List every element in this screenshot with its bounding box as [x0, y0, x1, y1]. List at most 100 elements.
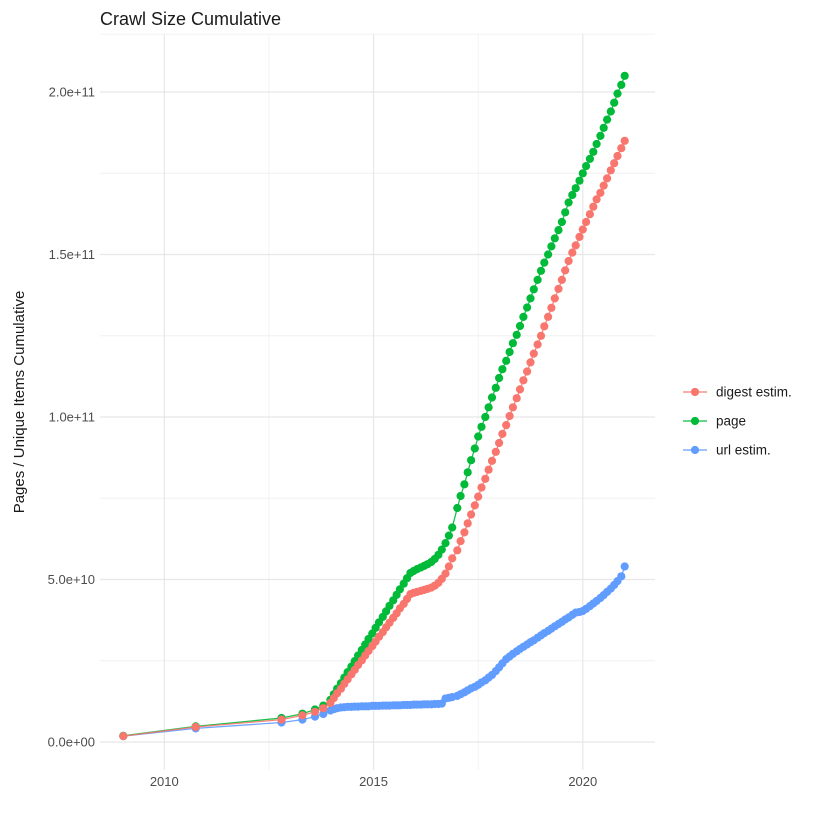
data-point-page: [596, 131, 605, 140]
data-point-digest: [523, 367, 532, 376]
data-point-digest: [505, 411, 514, 421]
legend-item-digest: digest estim.: [683, 385, 792, 400]
data-point-digest: [441, 569, 450, 578]
data-point-page: [502, 356, 511, 365]
y-tick-label: 1.5e+11: [49, 247, 95, 262]
data-point-digest: [460, 528, 469, 537]
data-point-page: [481, 412, 490, 422]
data-point-url: [620, 562, 629, 571]
data-point-digest: [119, 732, 128, 741]
data-point-digest: [470, 501, 479, 510]
data-point-digest: [554, 284, 563, 293]
legend-item-page: page: [683, 414, 746, 429]
data-point-page: [606, 107, 615, 116]
data-point-page: [613, 89, 622, 98]
data-point-page: [589, 147, 598, 156]
data-point-page: [617, 80, 626, 89]
x-tick-label: 2020: [568, 774, 597, 789]
data-point-page: [554, 226, 563, 235]
data-point-page: [544, 250, 553, 259]
series-digest: [119, 136, 629, 741]
data-point-page: [582, 162, 591, 171]
data-point-page: [533, 275, 542, 284]
data-point-page: [568, 190, 577, 200]
data-point-digest: [277, 715, 286, 724]
data-point-page: [441, 539, 450, 548]
data-point-digest: [536, 331, 546, 340]
data-point-page: [561, 208, 570, 217]
data-point-page: [540, 258, 549, 267]
data-point-page: [547, 242, 556, 251]
data-point-digest: [474, 492, 483, 501]
data-point-digest: [564, 256, 573, 266]
data-point-page: [505, 347, 514, 357]
gridlines: [100, 33, 655, 770]
data-point-url: [319, 709, 328, 719]
data-series-layer: [119, 71, 629, 741]
data-point-digest: [448, 554, 457, 563]
data-point-page: [470, 444, 479, 453]
data-point-digest: [585, 210, 595, 219]
legend: digest estim. page url estim.: [683, 385, 792, 458]
data-point-digest: [191, 722, 200, 732]
data-point-digest: [456, 537, 465, 546]
data-point-page: [460, 480, 469, 489]
data-point-page: [523, 303, 532, 312]
data-point-digest: [540, 322, 549, 331]
data-point-digest: [508, 403, 517, 412]
data-point-page: [592, 139, 601, 149]
series-page: [119, 71, 629, 740]
data-point-page: [487, 393, 497, 402]
legend-label-digest: digest estim.: [716, 385, 792, 400]
data-point-page: [474, 432, 483, 441]
data-point-digest: [610, 159, 619, 168]
data-point-page: [508, 339, 517, 348]
data-point-digest: [617, 144, 626, 153]
data-point-digest: [575, 232, 584, 241]
legend-label-url: url estim.: [716, 443, 771, 458]
data-point-digest: [582, 217, 591, 227]
data-point-digest: [467, 510, 476, 519]
data-point-page: [515, 321, 525, 331]
data-point-digest: [571, 241, 580, 250]
data-point-digest: [453, 546, 462, 555]
y-tick-label: 2.0e+11: [49, 85, 95, 100]
data-point-url: [617, 572, 626, 581]
data-point-digest: [550, 294, 559, 303]
legend-key-dot-page: [690, 416, 700, 426]
data-point-page: [536, 266, 546, 275]
data-point-digest: [606, 166, 615, 175]
x-tick-label: 2015: [359, 774, 388, 789]
data-point-page: [491, 383, 500, 392]
data-point-digest: [484, 465, 493, 474]
data-point-page: [557, 217, 567, 227]
data-point-digest: [568, 248, 577, 257]
data-point-page: [585, 154, 595, 163]
data-point-digest: [502, 421, 511, 430]
data-point-digest: [599, 181, 608, 190]
data-point-page: [444, 531, 453, 540]
data-point-page: [529, 285, 538, 294]
data-point-page: [453, 503, 462, 513]
data-point-page: [571, 184, 580, 193]
data-point-page: [575, 176, 584, 185]
data-point-page: [484, 403, 493, 412]
legend-label-page: page: [716, 414, 746, 429]
data-point-digest: [310, 707, 320, 716]
data-point-page: [519, 312, 528, 321]
data-point-page: [564, 198, 573, 207]
data-point-page: [437, 545, 446, 554]
data-point-digest: [620, 136, 629, 145]
legend-item-url: url estim.: [683, 443, 771, 458]
data-point-digest: [495, 438, 504, 448]
data-point-page: [498, 365, 507, 374]
data-point-digest: [519, 376, 528, 385]
data-point-digest: [526, 358, 535, 367]
data-point-digest: [603, 174, 612, 183]
data-point-digest: [298, 711, 307, 720]
y-tick-label: 5.0e+10: [48, 572, 95, 587]
data-point-page: [467, 456, 476, 465]
data-point-page: [620, 71, 629, 80]
